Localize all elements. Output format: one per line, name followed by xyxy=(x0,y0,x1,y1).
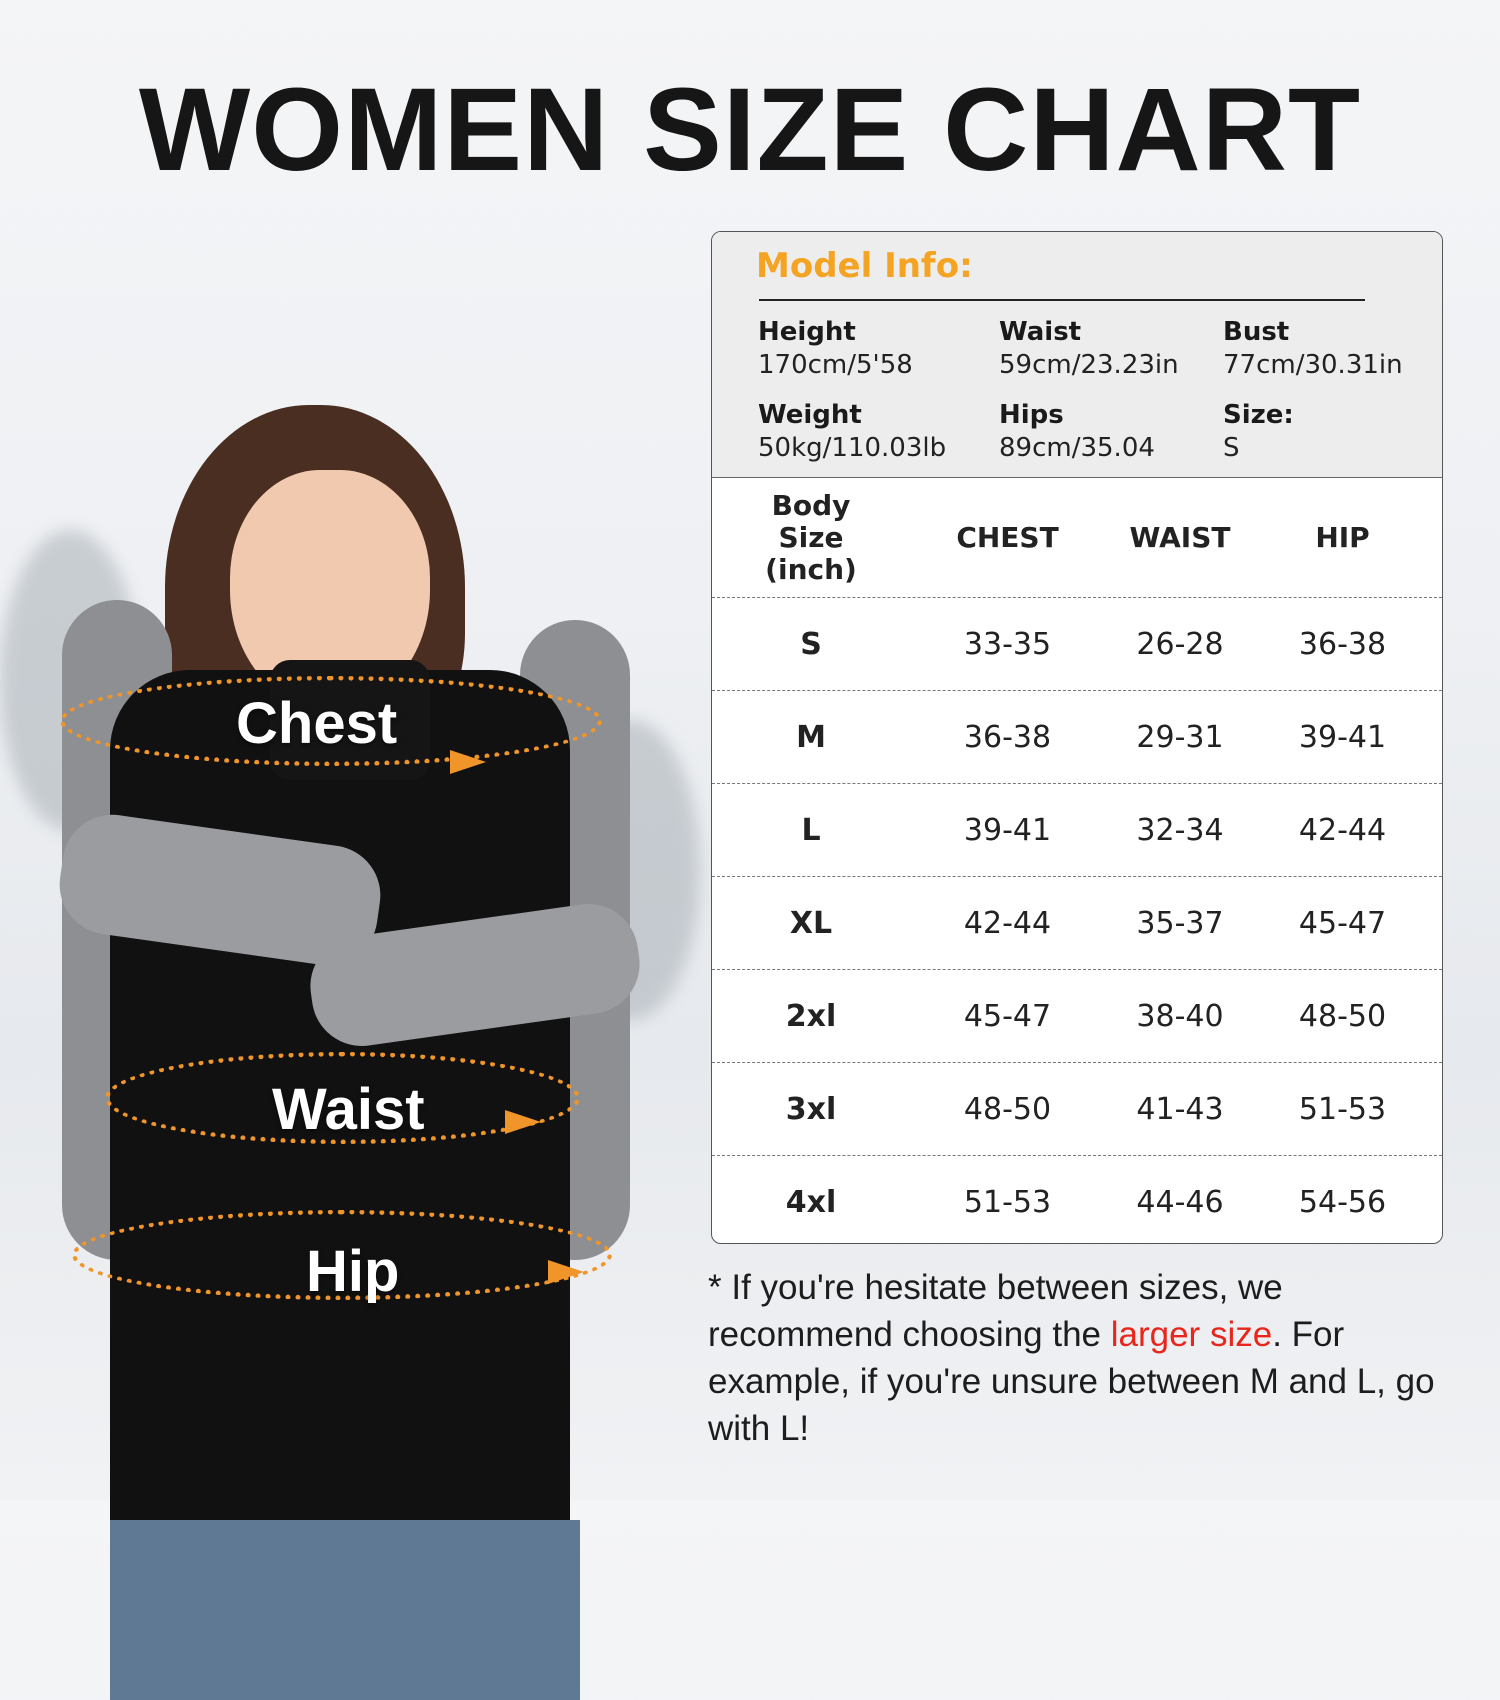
cell-hip: 45-47 xyxy=(1298,905,1387,941)
cell-waist: 35-37 xyxy=(1136,905,1224,941)
divider xyxy=(759,299,1365,301)
table-row: 2xl 45-47 38-40 48-50 xyxy=(712,970,1442,1063)
table-row: L 39-41 32-34 42-44 xyxy=(712,784,1442,877)
cell-chest: 33-35 xyxy=(963,626,1052,662)
cell-size: L xyxy=(801,812,821,848)
model-info-title: Model Info: xyxy=(756,246,973,286)
chest-measure-ring xyxy=(60,676,602,766)
model-height: Height 170cm/5'58 xyxy=(758,317,913,380)
model-hips: Hips 89cm/35.04 xyxy=(999,400,1155,463)
waist-measure-ring xyxy=(105,1052,580,1144)
cell-chest: 45-47 xyxy=(963,998,1052,1034)
cell-chest: 51-53 xyxy=(963,1185,1052,1220)
table-row: S 33-35 26-28 36-38 xyxy=(712,598,1442,691)
cell-size: S xyxy=(800,626,822,662)
cell-hip: 54-56 xyxy=(1298,1185,1387,1220)
cell-waist: 32-34 xyxy=(1136,812,1224,848)
cell-hip: 36-38 xyxy=(1298,626,1387,662)
cell-chest: 36-38 xyxy=(963,719,1052,755)
header-chest: CHEST xyxy=(956,521,1059,554)
cell-size: M xyxy=(796,719,826,755)
hip-measure-ring xyxy=(72,1210,612,1300)
waist-label: Waist xyxy=(272,1077,425,1142)
model-weight: Weight 50kg/110.03lb xyxy=(758,400,947,463)
model-size: Size: S xyxy=(1223,400,1294,463)
table-row: 3xl 48-50 41-43 51-53 xyxy=(712,1063,1442,1156)
hip-arrow-icon xyxy=(548,1260,584,1284)
header-waist: WAIST xyxy=(1129,521,1231,554)
table-row: 4xl 51-53 44-46 54-56 xyxy=(712,1156,1442,1243)
table-header: Body Size (inch) CHEST WAIST HIP xyxy=(712,478,1442,598)
size-chart-card: Model Info: Height 170cm/5'58 Waist 59cm/2… xyxy=(711,231,1443,1244)
cell-size: 2xl xyxy=(785,998,837,1034)
chest-label: Chest xyxy=(236,691,398,756)
size-table: Body Size (inch) CHEST WAIST HIP S 33-35 2… xyxy=(712,478,1442,1243)
cell-waist: 44-46 xyxy=(1136,1185,1224,1220)
cell-size: 4xl xyxy=(785,1185,837,1220)
cell-hip: 39-41 xyxy=(1298,719,1387,755)
header-hip: HIP xyxy=(1315,521,1370,554)
cell-waist: 26-28 xyxy=(1136,626,1224,662)
cell-size: 3xl xyxy=(785,1091,837,1127)
cell-hip: 42-44 xyxy=(1298,812,1387,848)
cell-hip: 51-53 xyxy=(1298,1091,1387,1127)
cell-chest: 39-41 xyxy=(963,812,1052,848)
page-title: WOMEN SIZE CHART xyxy=(138,64,1362,196)
cell-chest: 48-50 xyxy=(963,1091,1052,1127)
header-body-size: Body Size (inch) xyxy=(765,488,857,586)
model-photo xyxy=(0,200,700,1700)
table-row: XL 42-44 35-37 45-47 xyxy=(712,877,1442,970)
model-waist: Waist 59cm/23.23in xyxy=(999,317,1179,380)
cell-size: XL xyxy=(789,905,833,941)
cell-chest: 42-44 xyxy=(963,905,1052,941)
cell-waist: 41-43 xyxy=(1136,1091,1224,1127)
jeans xyxy=(110,1520,580,1700)
cell-waist: 38-40 xyxy=(1136,998,1224,1034)
cell-hip: 48-50 xyxy=(1298,998,1387,1034)
model-bust: Bust 77cm/30.31in xyxy=(1223,317,1403,380)
hip-label: Hip xyxy=(306,1239,400,1304)
chest-arrow-icon xyxy=(450,750,486,774)
note-highlight: larger size xyxy=(1110,1315,1273,1354)
sizing-note: * If you're hesitate between sizes, we r… xyxy=(708,1268,1435,1448)
model-info: Model Info: Height 170cm/5'58 Waist 59cm/2… xyxy=(712,232,1442,478)
waist-arrow-icon xyxy=(505,1110,541,1134)
table-row: M 36-38 29-31 39-41 xyxy=(712,691,1442,784)
cell-waist: 29-31 xyxy=(1136,719,1224,755)
